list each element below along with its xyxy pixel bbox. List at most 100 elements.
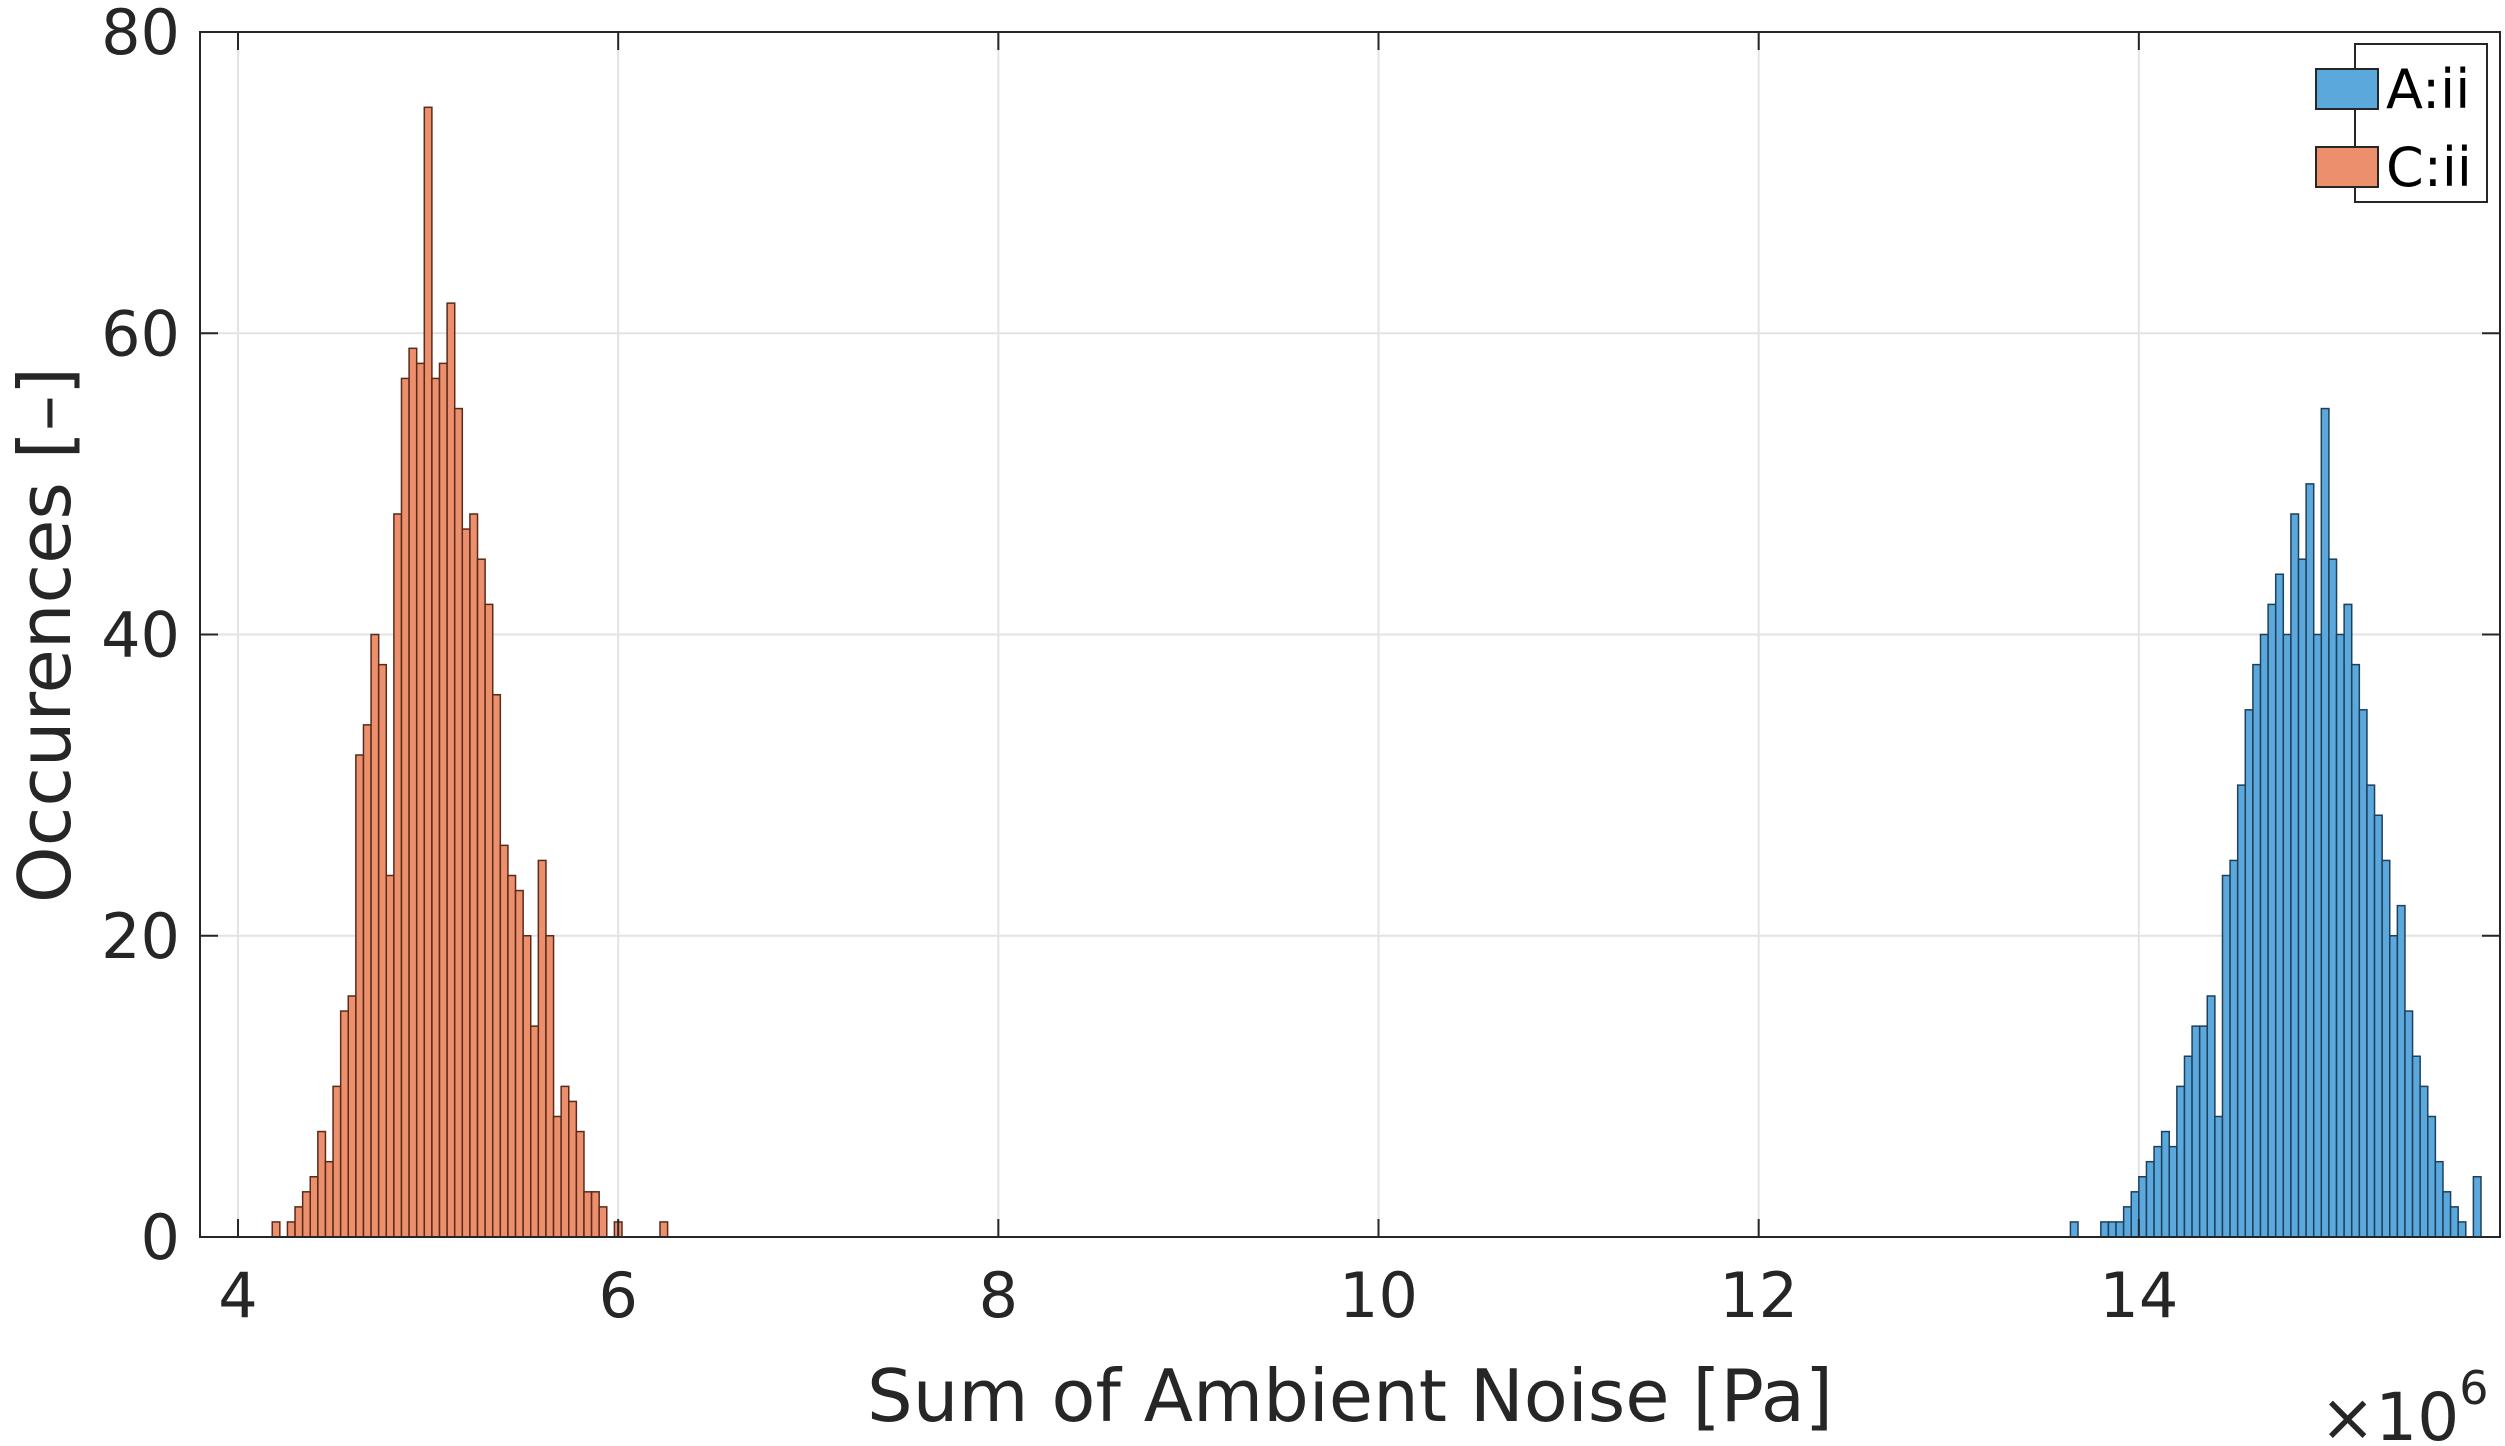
- series-c-bars: [271, 106, 669, 1238]
- bar-a: [2130, 1191, 2140, 1238]
- bar-a: [2122, 1206, 2132, 1238]
- bar-a: [2373, 814, 2383, 1238]
- bar-c: [659, 1221, 669, 1238]
- bar-c: [438, 362, 448, 1238]
- y-tick-label: 20: [101, 900, 180, 973]
- y-tick-labels: 0 20 40 60 80: [101, 0, 180, 1274]
- bar-a: [2366, 784, 2376, 1238]
- x-exponent-label: ×106: [2320, 1361, 2489, 1446]
- bar-c: [286, 1221, 296, 1238]
- bar-a: [2290, 513, 2300, 1238]
- y-tick-label: 60: [101, 297, 180, 370]
- bar-c: [514, 889, 524, 1238]
- y-tick-label: 40: [101, 599, 180, 672]
- bar-a: [2358, 709, 2368, 1238]
- bar-c: [583, 1191, 593, 1238]
- y-axis-label: Occurences [–]: [3, 367, 87, 903]
- bar-a: [2274, 573, 2285, 1238]
- x-tick-label: 12: [1719, 1259, 1798, 1332]
- bar-c: [552, 1115, 562, 1238]
- bar-a: [2389, 935, 2399, 1238]
- bar-a: [2229, 859, 2239, 1238]
- bar-a: [2282, 633, 2292, 1238]
- x-tick-label: 4: [218, 1259, 257, 1332]
- bar-c: [575, 1130, 585, 1238]
- x-tick-label: 6: [598, 1259, 637, 1332]
- bar-c: [408, 347, 418, 1238]
- bar-c: [362, 724, 372, 1238]
- bar-c: [332, 1085, 342, 1238]
- legend: A:ii C:ii: [2315, 43, 2488, 203]
- bar-a: [2183, 1055, 2193, 1238]
- bar-c: [499, 844, 509, 1238]
- legend-swatch-c: [2315, 146, 2379, 188]
- bar-c: [590, 1191, 600, 1238]
- bar-a: [2305, 483, 2315, 1238]
- bar-a: [2411, 1055, 2421, 1238]
- bar-a: [2335, 633, 2345, 1238]
- bar-a: [2145, 1160, 2155, 1238]
- bar-a: [2404, 1010, 2414, 1238]
- legend-label-c: C:ii: [2386, 136, 2472, 199]
- bar-c: [529, 1025, 540, 1238]
- bar-c: [545, 935, 555, 1238]
- bar-a: [2434, 1160, 2444, 1238]
- bar-c: [317, 1130, 327, 1238]
- bar-a: [2396, 904, 2406, 1238]
- bar-c: [560, 1085, 570, 1238]
- x-tick-label: 8: [979, 1259, 1018, 1332]
- y-tick-label: 80: [101, 0, 180, 69]
- bar-a: [2221, 874, 2231, 1238]
- bar-c: [355, 754, 365, 1238]
- bar-a: [2236, 784, 2247, 1238]
- bar-a: [2115, 1221, 2125, 1238]
- bar-c: [461, 528, 471, 1238]
- bar-c: [347, 995, 357, 1238]
- bar-a: [2297, 558, 2307, 1238]
- x-axis-label: Sum of Ambient Noise [Pa]: [867, 1354, 1833, 1438]
- bar-a: [2191, 1025, 2201, 1238]
- bar-c: [393, 513, 403, 1238]
- legend-swatch-a: [2315, 68, 2379, 110]
- bar-c: [598, 1206, 608, 1238]
- x-tick-label: 14: [2099, 1259, 2178, 1332]
- bar-c: [522, 935, 532, 1238]
- bar-a: [2259, 633, 2269, 1238]
- bar-a: [2160, 1130, 2171, 1238]
- bar-c: [339, 1010, 350, 1238]
- bar-c: [484, 603, 494, 1238]
- bar-a: [2100, 1221, 2110, 1238]
- bar-a: [2153, 1145, 2163, 1238]
- series-a-bars: [2069, 407, 2482, 1238]
- bar-a: [2343, 603, 2353, 1238]
- bar-c: [453, 407, 464, 1238]
- bar-a: [2427, 1115, 2437, 1238]
- bar-a: [2449, 1206, 2459, 1238]
- bar-a: [2320, 407, 2330, 1238]
- bar-c: [507, 874, 517, 1238]
- bar-c: [415, 362, 426, 1238]
- bar-c: [324, 1160, 334, 1238]
- bar-c: [568, 1100, 578, 1238]
- bar-a: [2244, 709, 2254, 1238]
- bar-a: [2267, 603, 2277, 1238]
- bar-a: [2206, 995, 2216, 1238]
- bar-c: [370, 633, 380, 1238]
- bar-a: [2214, 1115, 2224, 1238]
- bar-a: [2419, 1085, 2429, 1238]
- bar-a: [2457, 1221, 2467, 1238]
- axis-ticks: [200, 31, 2500, 1238]
- legend-label-a: A:ii: [2386, 58, 2470, 121]
- bar-a: [2381, 859, 2391, 1238]
- bar-a: [2176, 1085, 2186, 1238]
- bar-c: [271, 1221, 281, 1238]
- bar-c: [301, 1191, 311, 1238]
- bar-a: [2107, 1221, 2117, 1238]
- bar-a: [2069, 1221, 2079, 1238]
- bar-a: [2442, 1191, 2452, 1238]
- x-exponent-base: ×10: [2320, 1379, 2459, 1446]
- bar-c: [423, 106, 433, 1238]
- bar-c: [385, 874, 395, 1238]
- bar-c: [446, 302, 456, 1238]
